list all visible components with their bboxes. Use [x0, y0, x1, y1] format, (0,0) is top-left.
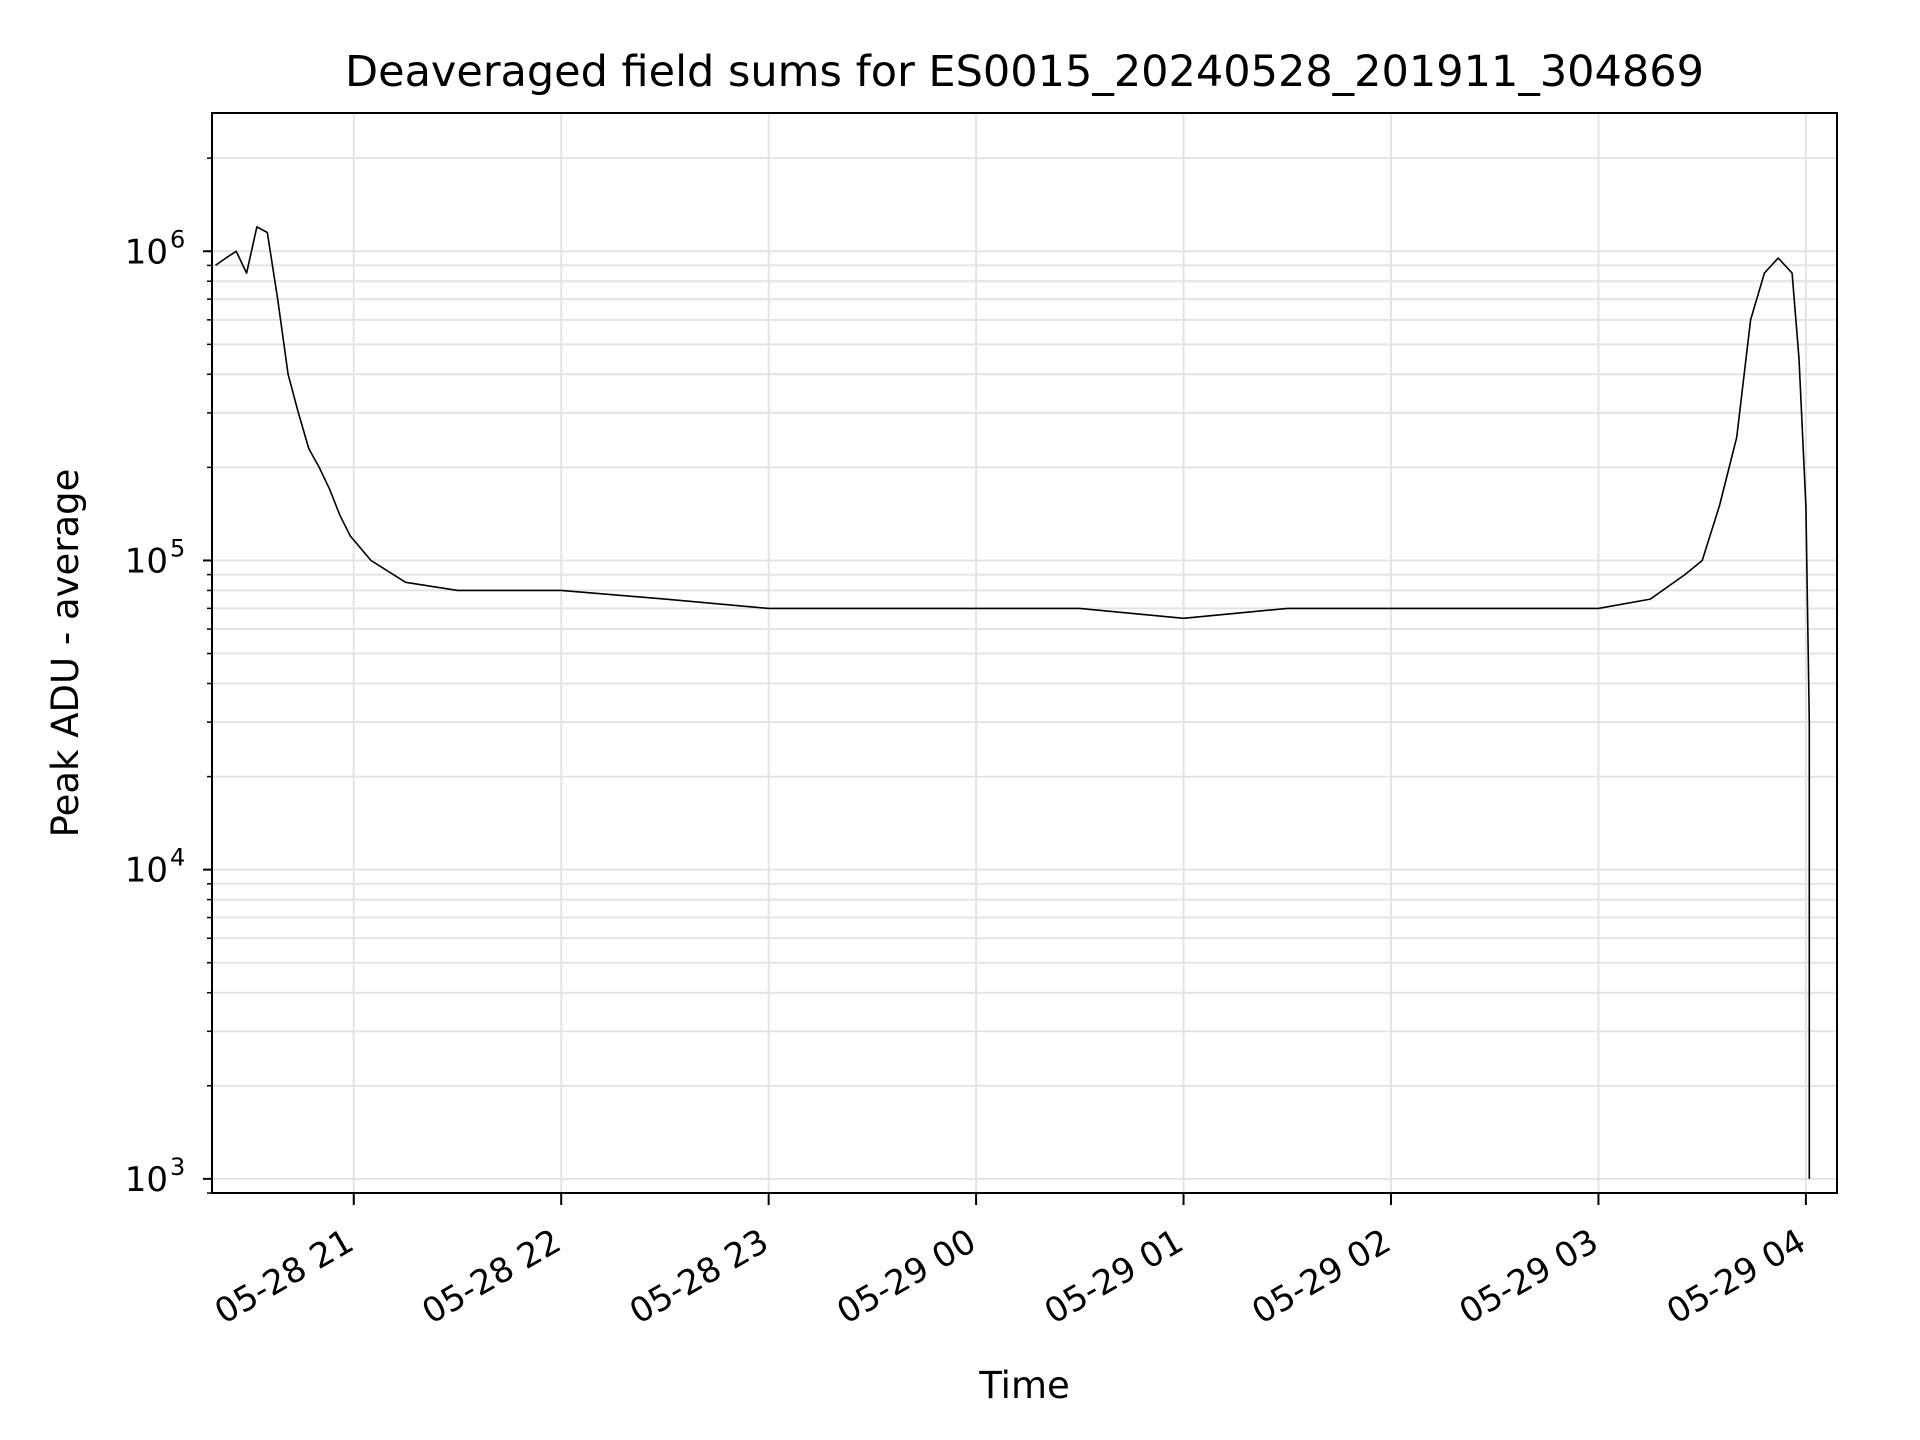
y-tick-exponent: 3 [170, 1153, 185, 1181]
y-axis-label: Peak ADU - average [44, 469, 87, 838]
series-line-1 [215, 226, 1811, 1179]
grid [212, 113, 1837, 1194]
series-layer [215, 226, 1811, 1179]
y-tick-label: 10 [125, 851, 168, 891]
x-axis-label: Time [978, 1364, 1070, 1407]
y-tick-exponent: 5 [170, 534, 185, 562]
y-tick-exponent: 6 [170, 225, 185, 253]
chart-title: Deaveraged field sums for ES0015_2024052… [345, 47, 1704, 97]
y-tick-label: 10 [125, 232, 168, 272]
y-tick-label: 10 [125, 541, 168, 581]
y-tick-label: 10 [125, 1160, 168, 1200]
y-tick-exponent: 4 [170, 844, 185, 872]
